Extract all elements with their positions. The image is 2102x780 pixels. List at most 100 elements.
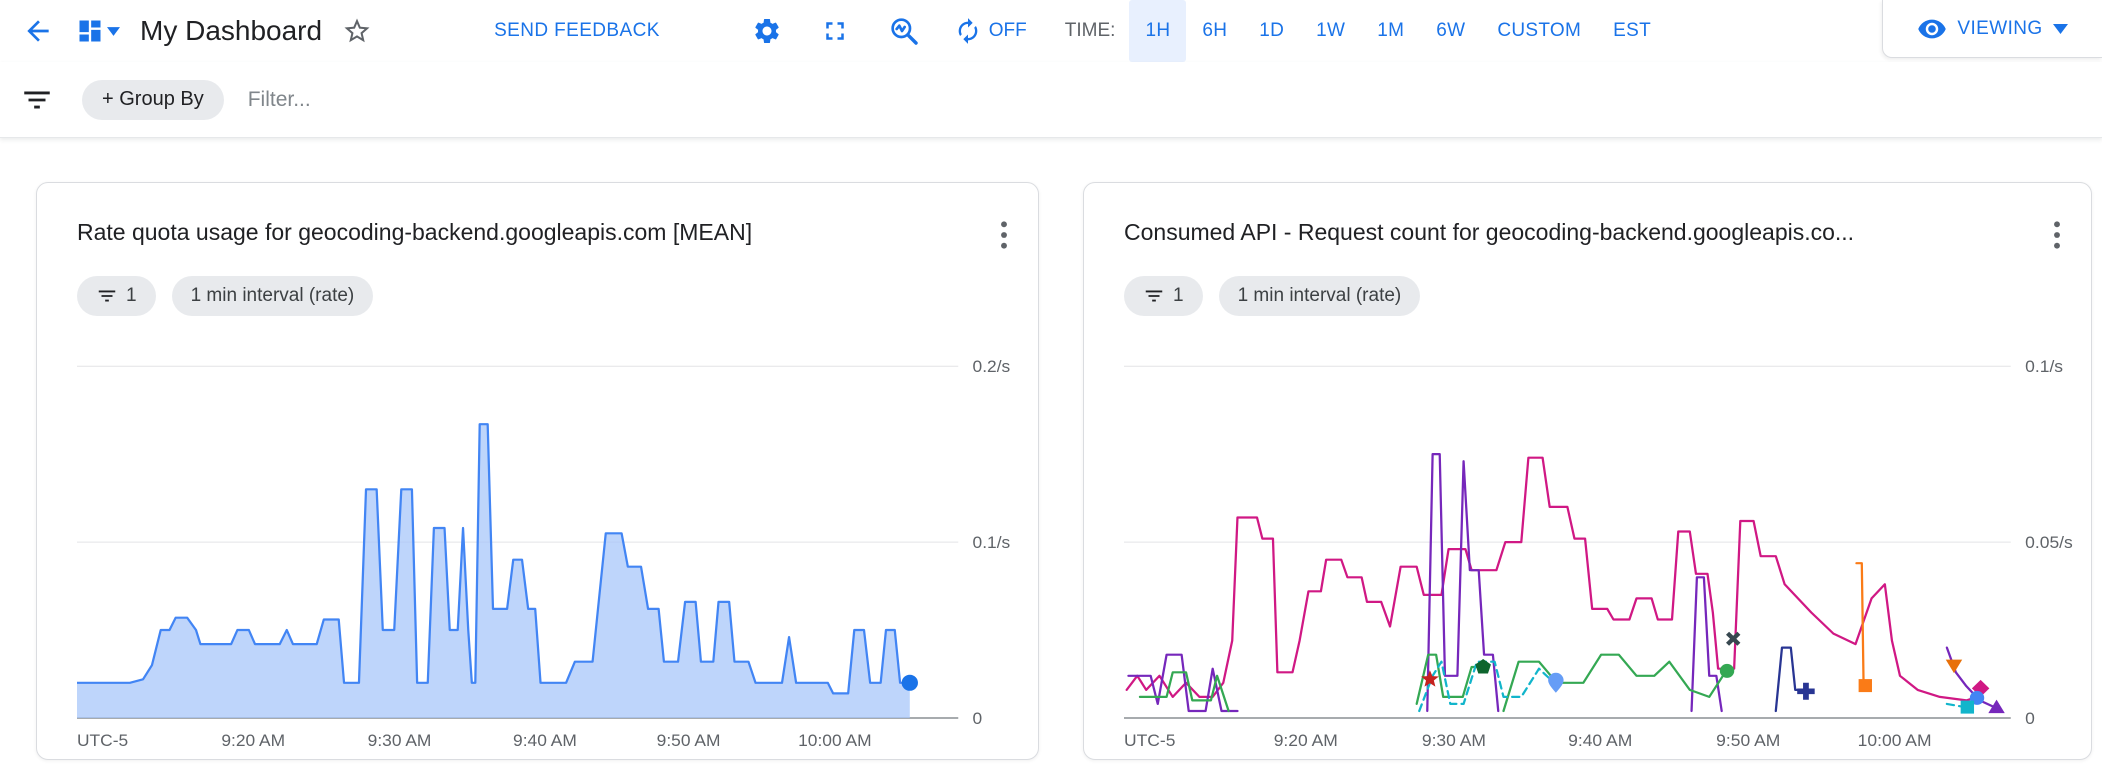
chart-marker bbox=[1945, 659, 1963, 674]
chart-marker bbox=[1797, 682, 1815, 700]
y-axis-tick-label: 0.2/s bbox=[973, 356, 1011, 376]
send-feedback-button[interactable]: SEND FEEDBACK bbox=[494, 20, 660, 41]
settings-button[interactable] bbox=[748, 12, 786, 50]
caret-down-icon bbox=[2052, 23, 2068, 34]
x-axis-tick-label: 9:20 AM bbox=[221, 730, 285, 750]
chart-marker bbox=[1726, 631, 1741, 646]
dashboard-grid: Rate quota usage for geocoding-backend.g… bbox=[0, 138, 2102, 760]
x-axis-tick-label: 10:00 AM bbox=[1858, 730, 1932, 750]
rate-quota-card: Rate quota usage for geocoding-backend.g… bbox=[36, 182, 1039, 760]
card-title: Rate quota usage for geocoding-backend.g… bbox=[77, 219, 753, 245]
consumed-api-chart[interactable]: 0.1/s 0.05/s 0 UTC-5 9:20 AM 9:30 AM 9:40 AM 9:… bbox=[1124, 320, 2091, 760]
auto-refresh-toggle[interactable]: OFF bbox=[954, 17, 1027, 45]
filter-list-icon bbox=[24, 91, 50, 108]
search-pulse-icon bbox=[891, 18, 918, 45]
chart-marker bbox=[1719, 663, 1735, 678]
kebab-menu-icon bbox=[1001, 221, 1007, 249]
card-menu-button[interactable] bbox=[992, 217, 1016, 256]
viewing-label: VIEWING bbox=[1957, 17, 2043, 39]
viewing-dropdown[interactable]: VIEWING bbox=[1882, 0, 2102, 58]
interval-chip[interactable]: 1 min interval (rate) bbox=[1218, 276, 1421, 316]
refresh-icon bbox=[958, 18, 978, 44]
chart-marker bbox=[1971, 679, 1990, 697]
y-axis-tick-label: 0 bbox=[973, 708, 983, 728]
y-axis-tick-label: 0.05/s bbox=[2025, 532, 2073, 552]
chart-series-line bbox=[1426, 453, 1500, 713]
filter-input[interactable] bbox=[247, 87, 668, 112]
auto-refresh-state: OFF bbox=[988, 20, 1027, 41]
back-button[interactable] bbox=[18, 11, 58, 51]
chart-marker bbox=[1421, 670, 1439, 687]
x-axis-tick-label: UTC-5 bbox=[77, 730, 128, 750]
back-arrow-icon bbox=[27, 20, 49, 42]
eye-icon bbox=[1918, 19, 1947, 38]
chart-marker bbox=[1475, 659, 1491, 674]
fullscreen-button[interactable] bbox=[816, 12, 854, 50]
chart-marker bbox=[1858, 679, 1872, 693]
filter-count: 1 bbox=[1173, 285, 1184, 306]
consumed-api-card: Consumed API - Request count for geocodi… bbox=[1083, 182, 2092, 760]
chart-series-line bbox=[1774, 646, 1807, 713]
filter-count: 1 bbox=[126, 285, 137, 306]
kebab-menu-icon bbox=[2054, 221, 2060, 249]
chip-row: 1 1 min interval (rate) bbox=[1084, 256, 2091, 316]
dashboard-picker-button[interactable] bbox=[72, 13, 124, 49]
time-range-6h[interactable]: 6H bbox=[1186, 0, 1243, 62]
filter-list-icon bbox=[98, 290, 116, 302]
caret-down-icon bbox=[107, 26, 120, 36]
x-axis-tick-label: 9:40 AM bbox=[1568, 730, 1632, 750]
dashboard-grid-icon bbox=[79, 20, 101, 42]
chart-series-line bbox=[1502, 653, 1727, 713]
time-range-1m[interactable]: 1M bbox=[1361, 0, 1420, 62]
card-header: Consumed API - Request count for geocodi… bbox=[1084, 183, 2091, 256]
chart-series-line bbox=[1127, 653, 1239, 713]
settings-gear-icon bbox=[755, 19, 779, 43]
chart-series-line bbox=[1418, 660, 1556, 713]
chart-marker bbox=[1548, 672, 1564, 693]
time-range-group: 1H 6H 1D 1W 1M 6W CUSTOM EST bbox=[1129, 0, 1667, 62]
x-axis-tick-label: 9:20 AM bbox=[1274, 730, 1338, 750]
interval-chip[interactable]: 1 min interval (rate) bbox=[171, 276, 374, 316]
x-axis-tick-label: UTC-5 bbox=[1124, 730, 1175, 750]
filter-count-chip[interactable]: 1 bbox=[77, 276, 156, 316]
chart-area-fill bbox=[77, 424, 910, 718]
chart-series-line bbox=[1690, 576, 1723, 713]
filter-bar: + Group By bbox=[0, 62, 2102, 138]
x-axis-tick-label: 9:50 AM bbox=[1716, 730, 1780, 750]
time-range-1h[interactable]: 1H bbox=[1129, 0, 1187, 62]
x-axis-tick-label: 10:00 AM bbox=[798, 730, 871, 750]
favorite-star-button[interactable] bbox=[338, 12, 376, 50]
time-range-1w[interactable]: 1W bbox=[1300, 0, 1361, 62]
fullscreen-icon bbox=[826, 22, 844, 40]
filter-list-icon bbox=[1145, 290, 1163, 302]
chart-series-line bbox=[1415, 653, 1483, 705]
group-by-chip[interactable]: + Group By bbox=[82, 79, 224, 120]
card-menu-button[interactable] bbox=[2045, 217, 2069, 256]
y-axis-tick-label: 0.1/s bbox=[973, 532, 1011, 552]
chart-series-line bbox=[1125, 456, 1979, 702]
chart-series-line bbox=[1855, 562, 1867, 688]
chart-marker bbox=[1960, 700, 1975, 714]
top-toolbar: My Dashboard SEND FEEDBACK OFF TIME: 1H 6… bbox=[0, 0, 2102, 62]
rate-quota-chart[interactable]: 0.2/s 0.1/s 0 UTC-5 9:20 AM 9:30 AM 9:40 AM 9:5… bbox=[77, 320, 1038, 760]
chip-row: 1 1 min interval (rate) bbox=[37, 256, 1038, 316]
chart-series-line bbox=[1138, 671, 1230, 713]
filter-list-button[interactable] bbox=[16, 79, 58, 121]
latest-point-dot bbox=[901, 674, 918, 691]
filter-count-chip[interactable]: 1 bbox=[1124, 276, 1203, 316]
star-icon bbox=[344, 18, 370, 43]
time-range-6w[interactable]: 6W bbox=[1420, 0, 1481, 62]
chart-marker bbox=[1988, 699, 2005, 714]
card-header: Rate quota usage for geocoding-backend.g… bbox=[37, 183, 1038, 256]
page-title: My Dashboard bbox=[140, 15, 323, 46]
query-search-button[interactable] bbox=[884, 11, 924, 51]
y-axis-tick-label: 0 bbox=[2025, 708, 2035, 728]
x-axis-tick-label: 9:40 AM bbox=[513, 730, 577, 750]
y-axis-tick-label: 0.1/s bbox=[2025, 356, 2063, 376]
chart-series-line bbox=[77, 423, 911, 695]
time-range-custom[interactable]: CUSTOM bbox=[1481, 0, 1597, 62]
time-range-1d[interactable]: 1D bbox=[1243, 0, 1300, 62]
x-axis-tick-label: 9:30 AM bbox=[368, 730, 432, 750]
time-range-est[interactable]: EST bbox=[1597, 0, 1667, 62]
